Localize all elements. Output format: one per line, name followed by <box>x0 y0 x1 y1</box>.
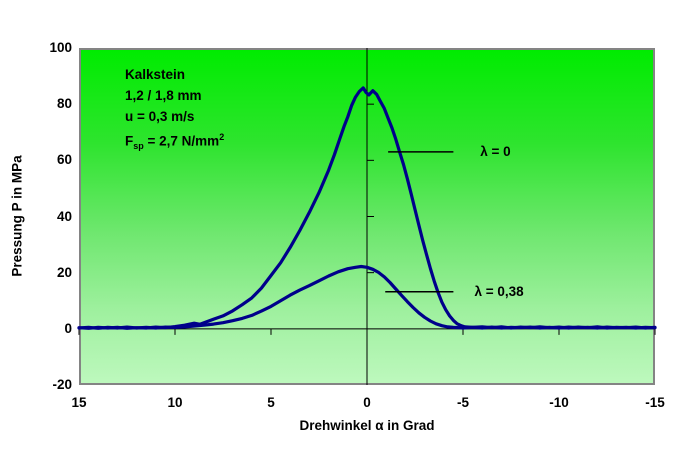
x-tick-label: -10 <box>549 395 569 410</box>
x-tick-label: 0 <box>363 395 371 410</box>
condition-specific-force: Fsp = 2,7 N/mm2 <box>125 127 224 157</box>
y-tick-label: 60 <box>56 152 72 168</box>
force-subscript: sp <box>133 141 144 152</box>
x-axis-title: Drehwinkel α in Grad <box>299 418 435 433</box>
condition-velocity: u = 0,3 m/s <box>125 109 195 124</box>
force-superscript: 2 <box>219 132 225 142</box>
force-symbol: F <box>125 133 134 149</box>
y-tick-label: -20 <box>52 377 72 392</box>
x-tick-label: 10 <box>167 395 183 410</box>
test-conditions-block: Kalkstein 1,2 / 1,8 mm u = 0,3 m/s Fsp =… <box>125 64 224 157</box>
y-tick-label: 40 <box>56 208 72 224</box>
force-value: = 2,7 N/mm <box>143 133 220 149</box>
condition-grain-size: 1,2 / 1,8 mm <box>125 88 202 103</box>
y-tick-label: 100 <box>49 40 72 55</box>
x-tick-label: -15 <box>645 395 665 410</box>
x-tick-label: 5 <box>267 395 275 410</box>
condition-material: Kalkstein <box>125 67 186 82</box>
y-tick-label: 20 <box>56 264 72 280</box>
x-tick-label: -5 <box>456 395 469 410</box>
x-tick-label: 15 <box>71 395 87 410</box>
y-tick-label: 80 <box>56 96 72 112</box>
series-label-lambda-0: λ = 0 <box>480 143 511 159</box>
series-label-lambda-038: λ = 0,38 <box>474 283 524 299</box>
y-tick-label: 0 <box>64 320 72 336</box>
y-axis-title: Pressung P in MPa <box>9 155 25 277</box>
